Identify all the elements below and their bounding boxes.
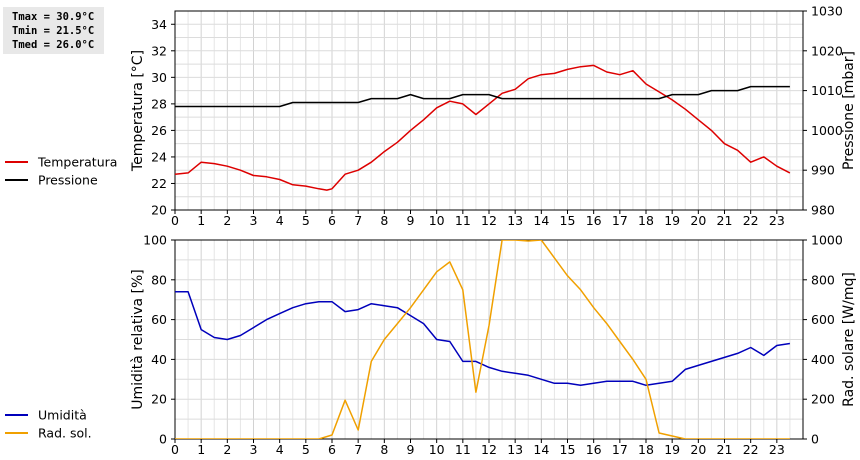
x-tick-label: 23 xyxy=(769,213,785,228)
x-tick-label: 1 xyxy=(197,213,205,228)
y-tick-label: 34 xyxy=(151,17,167,32)
x-tick-label: 7 xyxy=(354,213,362,228)
y-tick-label: 26 xyxy=(151,123,167,138)
y2-tick-label: 1010 xyxy=(811,83,843,98)
y-tick-label: 32 xyxy=(151,43,167,58)
tmin-label: Tmin = 21.5°C xyxy=(12,25,95,37)
y2-tick-label: 400 xyxy=(811,352,835,367)
y-tick-label: 0 xyxy=(159,432,167,447)
stats-box: Tmax = 30.9°C Tmin = 21.5°C Tmed = 26.0°… xyxy=(3,7,104,54)
legend-label: Rad. sol. xyxy=(38,426,92,441)
x-tick-label: 2 xyxy=(223,442,231,457)
x-tick-label: 8 xyxy=(380,442,388,457)
x-tick-label: 13 xyxy=(507,213,523,228)
x-tick-label: 12 xyxy=(481,213,497,228)
x-tick-label: 5 xyxy=(302,213,310,228)
x-tick-label: 4 xyxy=(276,442,284,457)
y2-tick-label: 600 xyxy=(811,312,835,327)
x-tick-label: 22 xyxy=(743,213,759,228)
x-tick-label: 2 xyxy=(223,213,231,228)
y2-tick-label: 1030 xyxy=(811,4,843,19)
tmed-label: Tmed = 26.0°C xyxy=(12,39,95,51)
x-tick-label: 9 xyxy=(407,213,415,228)
y-tick-label: 22 xyxy=(151,176,167,191)
y2-tick-label: 990 xyxy=(811,163,835,178)
y2-tick-label: 1020 xyxy=(811,43,843,58)
x-tick-label: 18 xyxy=(638,213,654,228)
x-tick-label: 3 xyxy=(250,213,258,228)
x-tick-label: 10 xyxy=(429,213,445,228)
x-tick-label: 5 xyxy=(302,442,310,457)
y-tick-label: 28 xyxy=(151,96,167,111)
x-tick-label: 4 xyxy=(276,213,284,228)
x-tick-label: 20 xyxy=(690,213,706,228)
x-tick-label: 15 xyxy=(560,213,576,228)
series-line-pressione xyxy=(175,85,790,108)
y2-axis-title: Pressione [mbar] xyxy=(841,51,857,170)
x-tick-label: 6 xyxy=(328,442,336,457)
x-tick-label: 14 xyxy=(533,213,549,228)
series-line-temperatura xyxy=(175,64,791,191)
x-tick-label: 10 xyxy=(429,442,445,457)
legend-label: Pressione xyxy=(38,173,98,188)
y2-tick-label: 800 xyxy=(811,272,835,287)
y-tick-label: 60 xyxy=(151,312,167,327)
x-tick-label: 15 xyxy=(560,442,576,457)
x-tick-label: 13 xyxy=(507,442,523,457)
y-axis-title: Temperatura [°C] xyxy=(130,50,146,172)
x-tick-label: 8 xyxy=(380,213,388,228)
x-tick-label: 0 xyxy=(171,213,179,228)
x-tick-label: 14 xyxy=(533,442,549,457)
y2-tick-label: 1000 xyxy=(811,123,843,138)
series-line-rad-sol xyxy=(175,240,790,439)
x-tick-label: 17 xyxy=(612,213,628,228)
series-line-umidita xyxy=(175,290,791,387)
y2-tick-label: 200 xyxy=(811,392,835,407)
x-tick-label: 21 xyxy=(717,442,733,457)
x-tick-label: 11 xyxy=(455,213,471,228)
x-tick-label: 16 xyxy=(586,213,602,228)
x-tick-label: 1 xyxy=(197,442,205,457)
x-tick-label: 3 xyxy=(250,442,258,457)
legend-label: Umidità xyxy=(38,408,87,423)
y-tick-label: 24 xyxy=(151,149,167,164)
x-tick-label: 0 xyxy=(171,442,179,457)
y-axis-title: Umidità relativa [%] xyxy=(130,269,146,410)
x-tick-label: 9 xyxy=(407,442,415,457)
y2-axis-title: Rad. solare [W/mq] xyxy=(841,272,857,407)
x-tick-label: 18 xyxy=(638,442,654,457)
x-tick-label: 17 xyxy=(612,442,628,457)
legend-label: Temperatura xyxy=(37,155,117,170)
x-tick-label: 12 xyxy=(481,442,497,457)
y-tick-label: 80 xyxy=(151,272,167,287)
x-tick-label: 23 xyxy=(769,442,785,457)
x-tick-label: 6 xyxy=(328,213,336,228)
x-tick-label: 19 xyxy=(664,442,680,457)
y-tick-label: 100 xyxy=(143,233,167,248)
x-tick-label: 11 xyxy=(455,442,471,457)
y2-tick-label: 0 xyxy=(811,432,819,447)
x-tick-label: 19 xyxy=(664,213,680,228)
x-tick-label: 21 xyxy=(717,213,733,228)
y-tick-label: 30 xyxy=(151,70,167,85)
x-tick-label: 22 xyxy=(743,442,759,457)
x-tick-label: 20 xyxy=(690,442,706,457)
y2-tick-label: 1000 xyxy=(811,233,843,248)
y2-tick-label: 980 xyxy=(811,203,835,218)
tmax-label: Tmax = 30.9°C xyxy=(12,11,95,23)
x-tick-label: 7 xyxy=(354,442,362,457)
y-tick-label: 20 xyxy=(151,392,167,407)
y-tick-label: 40 xyxy=(151,352,167,367)
y-tick-label: 20 xyxy=(151,203,167,218)
x-tick-label: 16 xyxy=(586,442,602,457)
